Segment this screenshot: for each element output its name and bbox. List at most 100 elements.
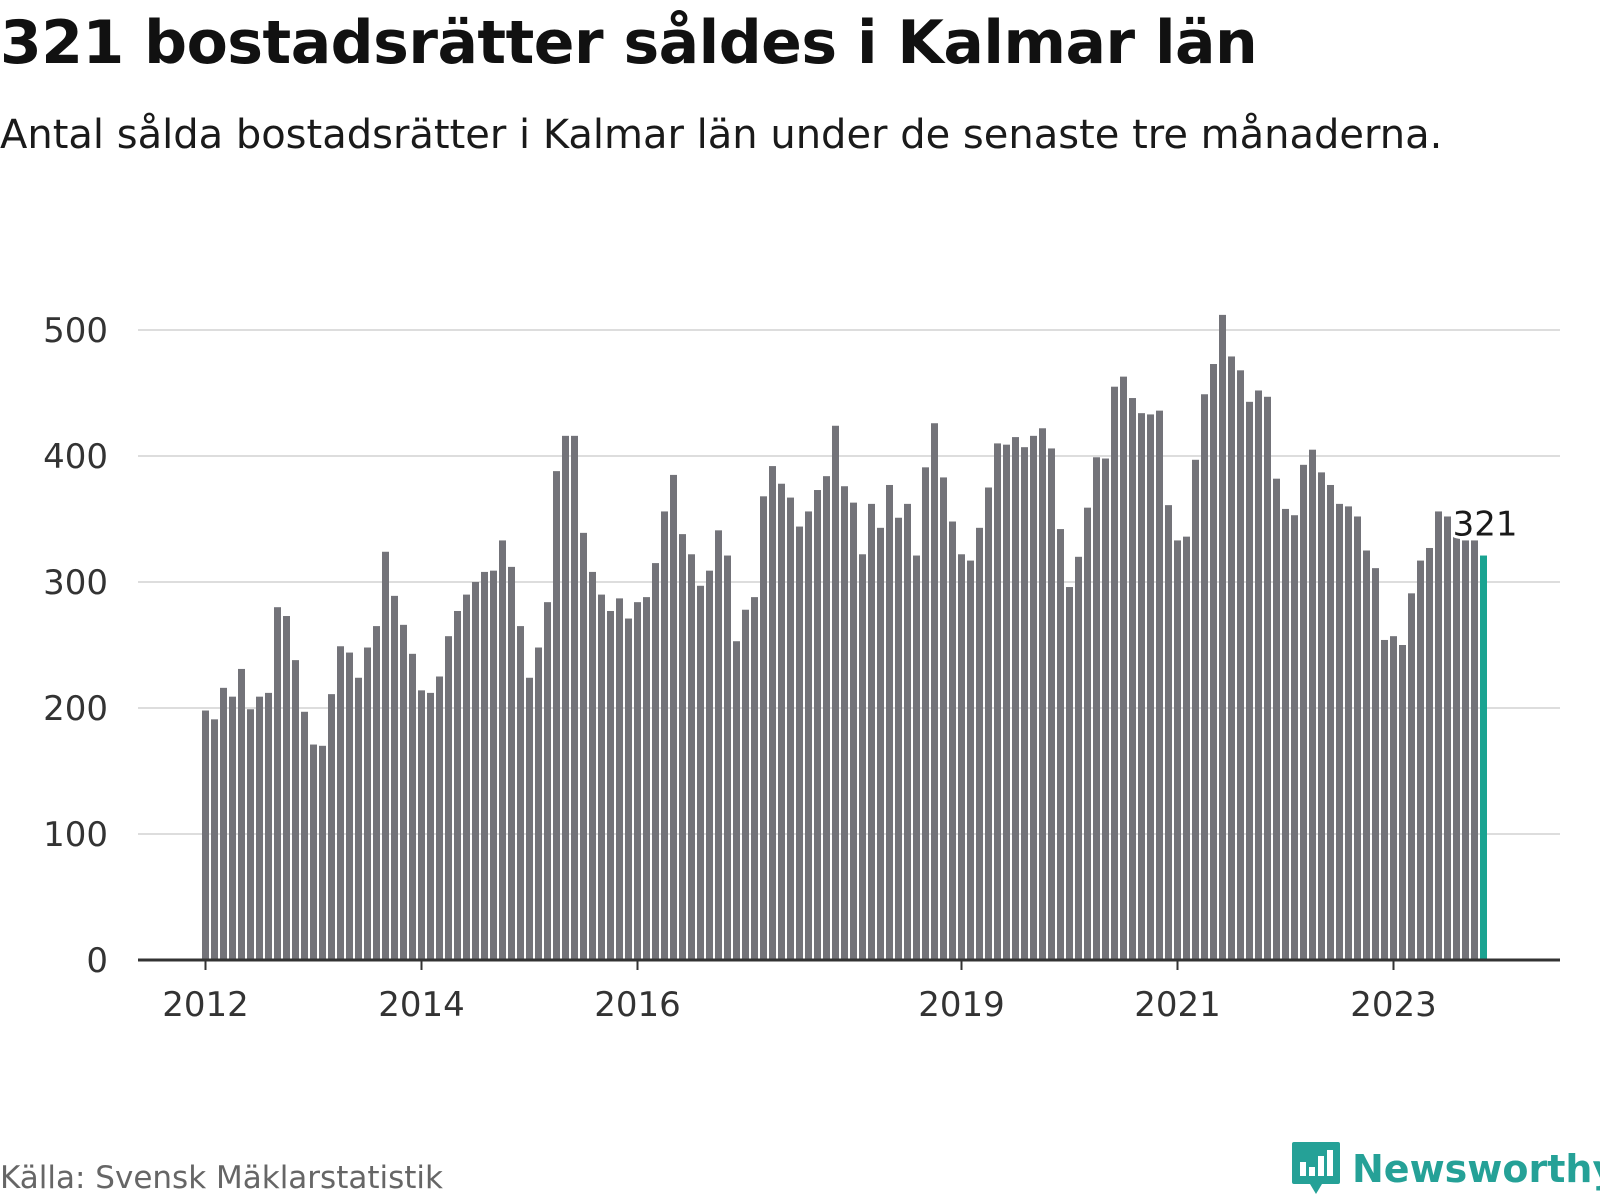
bar (238, 668, 245, 960)
bar (958, 554, 965, 960)
bar (562, 435, 569, 961)
bar (1273, 478, 1280, 960)
brand-logo[interactable]: Newsworthy (1290, 1140, 1600, 1198)
bar (652, 563, 659, 960)
bar (1057, 529, 1064, 960)
bar (760, 496, 767, 960)
bar (607, 610, 614, 960)
bar (472, 582, 479, 960)
bar (454, 610, 461, 960)
bar (895, 517, 902, 960)
bar (1183, 536, 1190, 960)
bar (1147, 414, 1154, 960)
bar (274, 607, 281, 960)
bar (904, 503, 911, 960)
bar (328, 694, 335, 960)
bar (1012, 437, 1019, 961)
bar (823, 476, 830, 960)
bar (544, 602, 551, 960)
x-tick-label-2021: 2021 (1134, 985, 1221, 1025)
bar (787, 497, 794, 960)
bar (742, 609, 749, 960)
bar (922, 467, 929, 960)
x-tick-label-2016: 2016 (594, 985, 681, 1025)
x-tick-label-2012: 2012 (162, 985, 249, 1025)
bar (949, 521, 956, 960)
y-tick-label-300: 300 (43, 563, 108, 603)
bar (535, 647, 542, 960)
bar (355, 677, 362, 960)
bar (1021, 447, 1028, 960)
bar (409, 653, 416, 960)
bar (220, 687, 227, 960)
bar (670, 474, 677, 960)
bar (571, 435, 578, 961)
highlight-value-label: 321 (1453, 505, 1518, 545)
bar (391, 595, 398, 960)
x-tick-label-2023: 2023 (1350, 985, 1437, 1025)
bar (1381, 639, 1388, 960)
bar (805, 511, 812, 960)
bar (751, 597, 758, 960)
bar (310, 744, 317, 960)
bar (337, 646, 344, 960)
bar (490, 570, 497, 960)
bar (1120, 376, 1127, 960)
bar (1471, 540, 1478, 960)
bar (346, 652, 353, 960)
bar (877, 527, 884, 960)
bar (436, 676, 443, 960)
bar (1462, 540, 1469, 960)
bar (859, 554, 866, 960)
bar (1345, 506, 1352, 960)
bar (202, 710, 209, 960)
bar (256, 696, 263, 960)
bar (553, 471, 560, 960)
bar (1075, 556, 1082, 960)
bar (1111, 386, 1118, 960)
bar (1048, 448, 1055, 960)
bar (526, 677, 533, 960)
bar (499, 540, 506, 960)
bar (697, 585, 704, 960)
bar (373, 626, 380, 960)
y-tick-label-200: 200 (43, 689, 108, 729)
bar (1165, 505, 1172, 960)
bar (1354, 516, 1361, 960)
bar (796, 526, 803, 960)
bar (715, 530, 722, 960)
bar (1318, 472, 1325, 960)
bar (841, 486, 848, 960)
labels: 0 100 200 300 400 500 2012 2014 2016 2019 2021 2023… (43, 311, 1520, 1025)
bar (931, 423, 938, 960)
bar (850, 502, 857, 960)
bar (634, 602, 641, 960)
bar (1138, 413, 1145, 960)
bar (1093, 457, 1100, 960)
brand-name: Newsworthy (1352, 1147, 1600, 1191)
bar (1426, 547, 1433, 960)
bar-chart: 0 100 200 300 400 500 2012 2014 2016 2019 2021 2023… (43, 311, 1560, 1025)
bar (1444, 516, 1451, 960)
bar (580, 532, 587, 960)
bar (247, 709, 254, 960)
bar (319, 745, 326, 960)
bar (940, 477, 947, 960)
bar (283, 616, 290, 960)
bar (1372, 568, 1379, 960)
bar (1129, 398, 1136, 960)
bar (1363, 550, 1370, 960)
bar (679, 534, 686, 960)
bar (688, 554, 695, 960)
bar (589, 571, 596, 960)
y-tick-label-400: 400 (43, 437, 108, 477)
bar (778, 483, 785, 960)
chart-subtitle: Antal sålda bostadsrätter i Kalmar län u… (0, 112, 1443, 158)
axes (138, 958, 1560, 970)
bar (1030, 435, 1037, 961)
x-tick-label-2014: 2014 (378, 985, 465, 1025)
bar (724, 555, 731, 960)
bar (1192, 459, 1199, 960)
bars (202, 314, 1487, 961)
bar (382, 551, 389, 960)
